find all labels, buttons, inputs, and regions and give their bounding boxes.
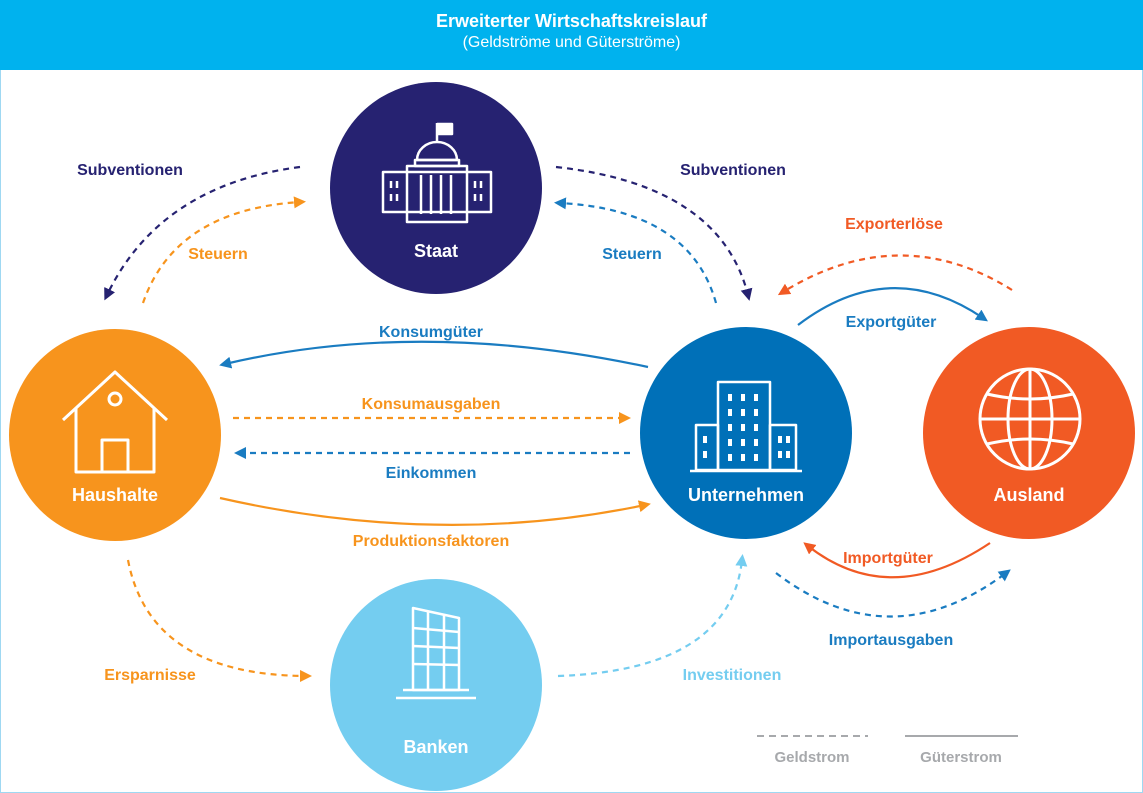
label-produktionsfaktoren: Produktionsfaktoren [353, 533, 509, 550]
node-haushalte: Haushalte [9, 329, 221, 541]
arrow-steuern-haushalte [141, 196, 306, 304]
arrow-exporterloese [777, 254, 1013, 296]
label-importgueter: Importgüter [843, 550, 933, 567]
node-label-banken: Banken [403, 737, 468, 757]
label-investitionen: Investitionen [683, 667, 782, 684]
label-subventionen-unternehmen: Subventionen [680, 162, 786, 179]
arrow-produktionsfaktoren [219, 496, 651, 526]
arrow-ersparnisse [126, 559, 312, 682]
legend-geldstrom-label: Geldstrom [774, 749, 849, 766]
node-label-ausland: Ausland [993, 485, 1064, 505]
label-einkommen: Einkommen [386, 465, 477, 482]
office-windows [703, 394, 790, 461]
arrow-importgueter [803, 542, 991, 579]
node-label-unternehmen: Unternehmen [688, 485, 804, 505]
label-importausgaben: Importausgaben [829, 632, 953, 649]
office-buildings-icon [690, 380, 802, 473]
legend: Geldstrom Güterstrom [757, 735, 1018, 766]
government-building-icon [381, 122, 493, 224]
arrow-investitionen [557, 554, 748, 678]
arrow-exportgueter [797, 287, 988, 326]
diagram-subtitle: (Geldströme und Güterströme) [462, 34, 681, 51]
label-exporterloese: Exporterlöse [845, 216, 943, 233]
diagram-title: Erweiterter Wirtschaftskreislauf [436, 11, 707, 31]
bank-tower-icon [396, 606, 476, 700]
arrow-konsumgueter [219, 340, 649, 369]
node-label-haushalte: Haushalte [72, 485, 158, 505]
label-exportgueter: Exportgüter [846, 314, 937, 331]
arrow-subventionen-haushalte [104, 165, 301, 301]
label-subventionen-haushalte: Subventionen [77, 162, 183, 179]
node-unternehmen: Unternehmen [640, 327, 852, 539]
label-steuern-unternehmen: Steuern [602, 246, 662, 263]
label-steuern-haushalte: Steuern [188, 246, 248, 263]
label-ersparnisse: Ersparnisse [104, 667, 196, 684]
house-icon [61, 370, 169, 474]
arrow-importausgaben [775, 569, 1011, 618]
label-konsumausgaben: Konsumausgaben [362, 396, 501, 413]
node-ausland: Ausland [923, 327, 1135, 539]
node-banken: Banken [330, 579, 542, 791]
legend-gueterstrom-label: Güterstrom [920, 749, 1002, 766]
globe-icon [978, 367, 1082, 471]
arrow-steuern-unternehmen [554, 197, 718, 304]
node-staat: Staat [330, 82, 542, 294]
node-label-staat: Staat [414, 241, 458, 261]
header-banner: Erweiterter Wirtschaftskreislauf (Geldst… [0, 0, 1143, 70]
label-konsumgueter: Konsumgüter [379, 324, 483, 341]
arrow-subventionen-unternehmen [555, 165, 753, 301]
